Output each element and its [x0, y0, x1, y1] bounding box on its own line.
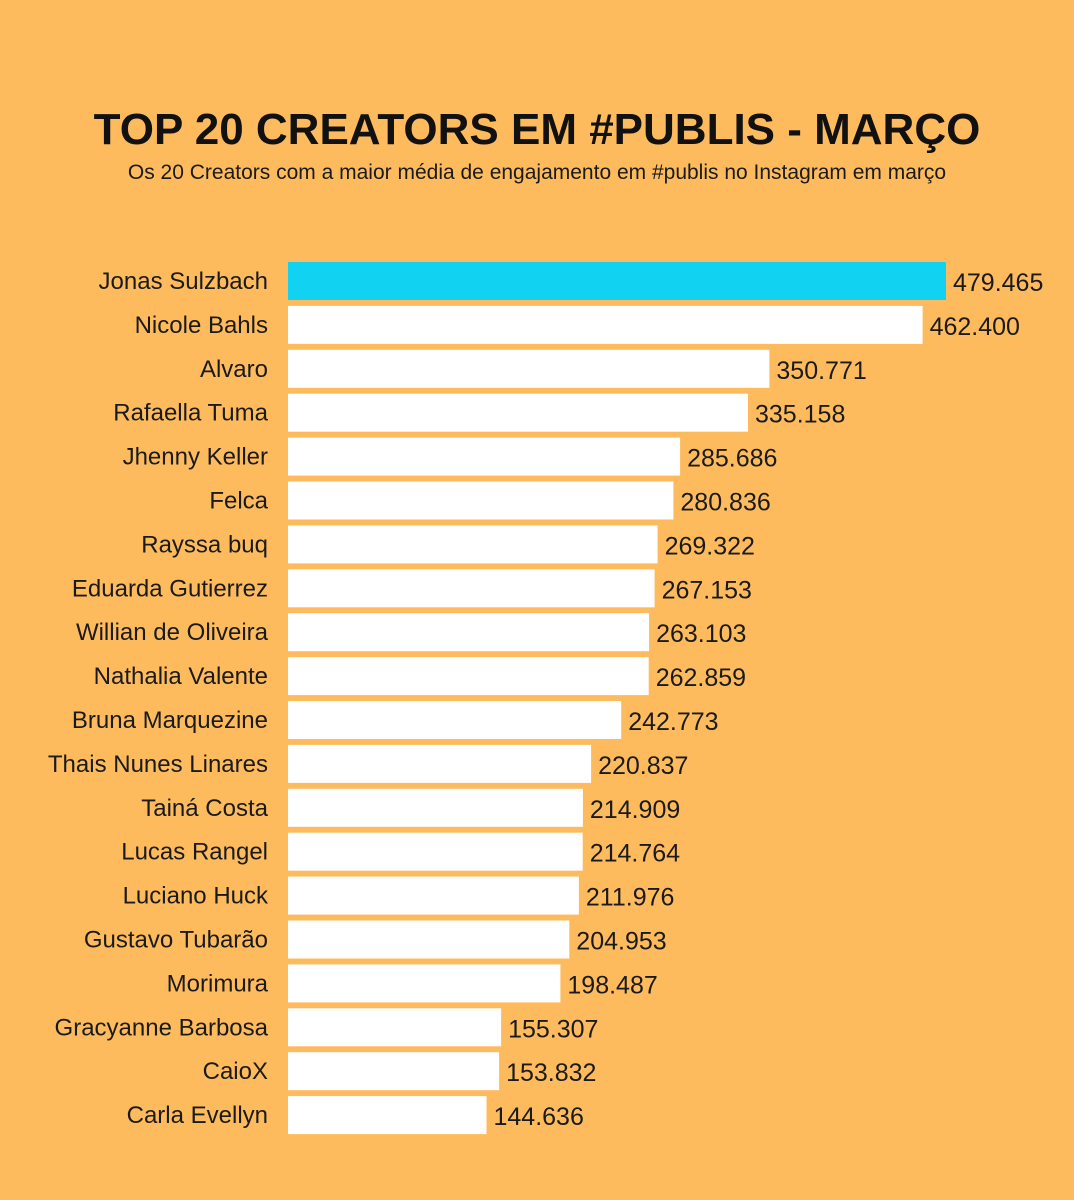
bar-16: [288, 920, 570, 959]
category-label-7: Rayssa buq: [141, 531, 268, 558]
value-label-1: 479.465: [953, 269, 1043, 297]
bar-15: [288, 876, 579, 915]
category-label-2: Nicole Bahls: [135, 312, 268, 339]
bar-13: [288, 788, 583, 827]
value-label-7: 269.322: [665, 532, 755, 560]
category-label-15: Luciano Huck: [123, 883, 269, 910]
bar-2: [288, 305, 923, 344]
category-label-8: Eduarda Gutierrez: [72, 575, 268, 602]
category-label-17: Morimura: [167, 970, 269, 997]
category-label-6: Felca: [209, 488, 268, 515]
value-label-8: 267.153: [662, 576, 752, 604]
chart-title: TOP 20 CREATORS EM #PUBLIS - MARÇO: [93, 105, 981, 154]
value-label-6: 280.836: [680, 489, 770, 517]
bar-14: [288, 832, 583, 871]
category-label-1: Jonas Sulzbach: [99, 268, 268, 295]
category-label-12: Thais Nunes Linares: [48, 751, 268, 778]
category-label-13: Tainá Costa: [141, 795, 268, 822]
value-label-18: 155.307: [508, 1015, 598, 1043]
value-label-17: 198.487: [567, 971, 657, 999]
category-label-10: Nathalia Valente: [94, 663, 268, 690]
category-label-18: Gracyanne Barbosa: [55, 1014, 269, 1041]
bar-11: [288, 701, 622, 739]
bar-9: [288, 613, 650, 652]
category-label-9: Willian de Oliveira: [76, 619, 269, 646]
bar-8: [288, 569, 655, 608]
value-label-2: 462.400: [930, 313, 1020, 341]
value-label-9: 263.103: [656, 620, 746, 648]
value-label-5: 285.686: [687, 445, 777, 473]
bar-12: [288, 744, 592, 783]
value-label-10: 262.859: [656, 664, 746, 692]
value-label-15: 211.976: [586, 884, 675, 912]
bar-4: [288, 393, 748, 432]
bar-3: [288, 349, 770, 388]
value-label-12: 220.837: [598, 752, 688, 780]
value-label-3: 350.771: [776, 357, 866, 385]
value-label-19: 153.832: [506, 1059, 596, 1087]
bar-1: [288, 262, 946, 300]
bar-19: [288, 1052, 500, 1091]
value-label-16: 204.953: [576, 928, 666, 956]
value-label-11: 242.773: [628, 708, 718, 736]
value-label-13: 214.909: [590, 796, 680, 824]
bar-6: [288, 481, 674, 520]
value-label-20: 144.636: [494, 1103, 584, 1131]
value-label-4: 335.158: [755, 401, 845, 429]
category-label-16: Gustavo Tubarão: [84, 927, 268, 954]
category-label-3: Alvaro: [200, 356, 268, 383]
bar-7: [288, 525, 658, 564]
bar-5: [288, 437, 681, 476]
category-label-4: Rafaella Tuma: [113, 400, 268, 427]
bar-18: [288, 1008, 502, 1047]
chart-subtitle: Os 20 Creators com a maior média de enga…: [127, 161, 947, 184]
bar-17: [288, 964, 561, 1003]
category-label-14: Lucas Rangel: [121, 839, 268, 866]
value-label-14: 214.764: [590, 840, 680, 868]
category-label-11: Bruna Marquezine: [72, 707, 268, 734]
bar-20: [288, 1096, 487, 1135]
bar-10: [288, 657, 649, 696]
category-label-20: Carla Evellyn: [127, 1102, 268, 1129]
category-label-19: CaioX: [203, 1058, 268, 1085]
category-label-5: Jhenny Keller: [123, 444, 268, 471]
